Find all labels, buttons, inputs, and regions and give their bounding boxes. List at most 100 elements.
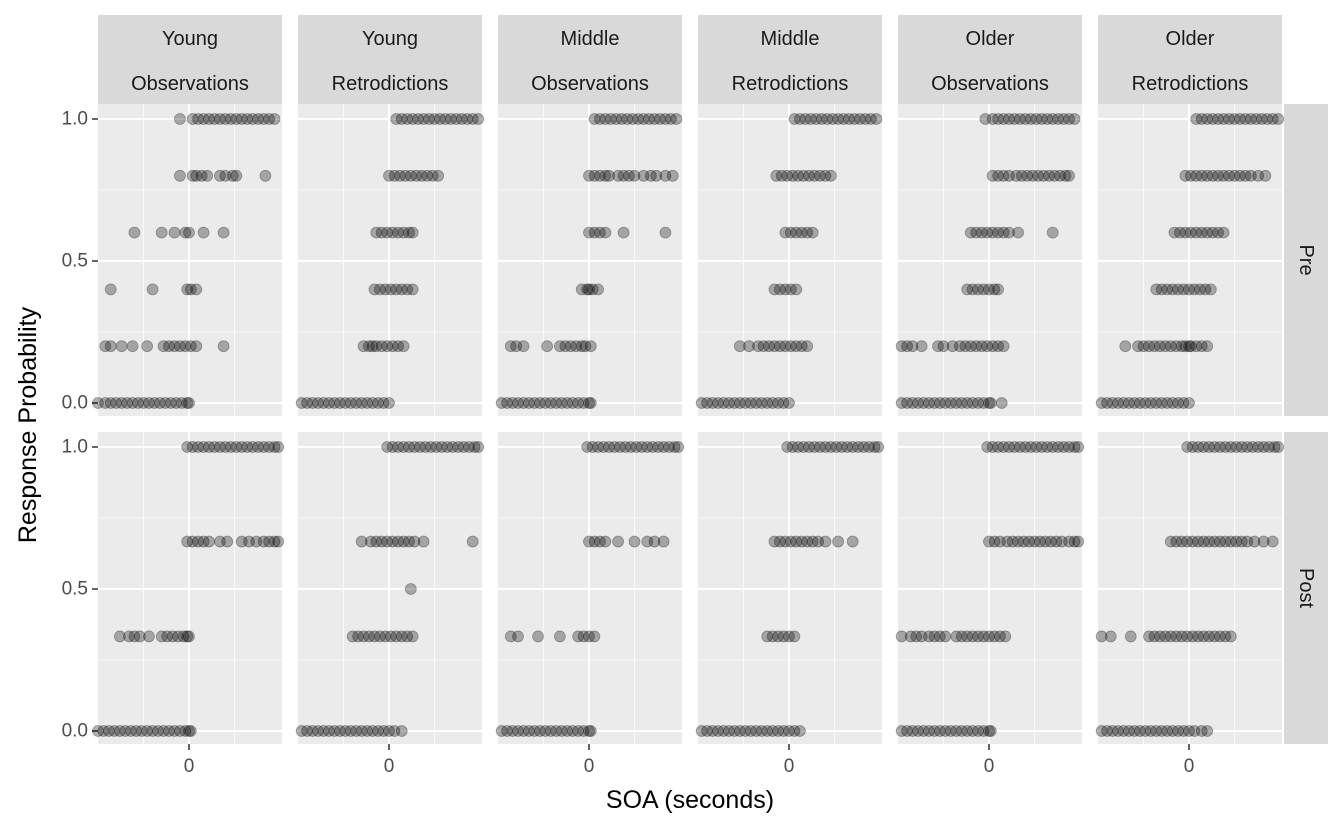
data-point	[333, 725, 346, 737]
data-point	[814, 169, 826, 182]
data-point	[775, 169, 788, 182]
data-point	[728, 725, 741, 737]
data-point	[801, 340, 814, 353]
data-point	[217, 226, 230, 239]
data-point	[586, 441, 599, 453]
data-point	[553, 340, 566, 353]
data-point	[983, 725, 995, 737]
data-point	[1095, 725, 1108, 737]
data-point	[461, 113, 474, 125]
data-point	[183, 226, 195, 239]
data-point	[395, 725, 408, 737]
data-point	[757, 340, 770, 353]
data-point	[750, 397, 763, 409]
data-point	[1137, 340, 1150, 353]
data-point	[1179, 226, 1192, 239]
data-point	[1003, 226, 1015, 239]
column-strip-4: Middle Retrodictions	[698, 15, 882, 104]
data-point	[517, 397, 530, 409]
data-point	[1201, 725, 1214, 737]
data-point	[1155, 725, 1168, 737]
data-point	[615, 113, 628, 125]
data-point	[301, 725, 314, 737]
data-point	[617, 169, 630, 182]
data-point	[997, 441, 1010, 453]
data-point	[179, 725, 192, 737]
y-tick-label: 1.0	[62, 109, 88, 130]
data-point	[1192, 535, 1204, 548]
data-point	[646, 441, 659, 453]
data-point	[115, 340, 128, 353]
strips-layer: YoungObservationsYoungRetrodictionsMiddl…	[98, 15, 1328, 744]
data-point	[1072, 535, 1085, 548]
data-point	[157, 340, 170, 353]
panel-5-pre	[898, 104, 1082, 416]
points-col5-pre	[895, 113, 1081, 409]
data-point	[357, 340, 370, 353]
data-point	[912, 397, 924, 409]
y-tick-label: 1.0	[62, 437, 88, 458]
data-point	[133, 630, 146, 643]
data-point	[801, 226, 814, 239]
data-point	[504, 340, 517, 353]
data-point	[799, 113, 812, 125]
data-point	[1112, 397, 1124, 409]
data-point	[1153, 630, 1166, 643]
data-point	[392, 441, 405, 453]
data-point	[166, 630, 179, 643]
data-point	[790, 340, 803, 353]
strip-label-line2: Retrodictions	[1132, 73, 1249, 95]
data-point	[533, 397, 546, 409]
data-point	[581, 283, 594, 296]
data-point	[186, 169, 199, 182]
data-point	[201, 169, 214, 182]
data-point	[1170, 340, 1183, 353]
data-point	[388, 169, 401, 182]
data-point	[966, 397, 979, 409]
data-point	[517, 725, 530, 737]
data-point	[632, 113, 645, 125]
data-point	[1179, 169, 1192, 182]
data-point	[1183, 397, 1195, 409]
column-strip-2: Young Retrodictions	[298, 15, 482, 104]
data-point	[1008, 113, 1021, 125]
data-point	[1203, 441, 1215, 453]
data-point	[435, 441, 448, 453]
data-point	[992, 283, 1004, 296]
data-point	[970, 340, 983, 353]
data-point	[1133, 397, 1146, 409]
data-point	[566, 397, 579, 409]
data-point	[1219, 535, 1232, 548]
data-point	[594, 113, 606, 125]
data-point	[901, 397, 913, 409]
data-point	[577, 397, 590, 409]
data-point	[412, 113, 425, 125]
data-point	[392, 535, 405, 548]
data-point	[446, 441, 459, 453]
data-point	[555, 725, 568, 737]
data-point	[1183, 725, 1195, 737]
data-point	[550, 725, 563, 737]
data-point	[1234, 113, 1246, 125]
data-point	[1028, 535, 1041, 548]
data-point	[592, 441, 604, 453]
points-col1-pre	[92, 113, 281, 409]
data-point	[295, 397, 308, 409]
data-point	[583, 535, 595, 548]
data-point	[1059, 169, 1072, 182]
data-point	[986, 169, 999, 182]
data-point	[803, 169, 815, 182]
data-point	[383, 169, 395, 182]
data-point	[599, 535, 612, 548]
data-point	[1214, 441, 1226, 453]
data-point	[1266, 535, 1279, 548]
panel-6-pre	[1098, 104, 1282, 416]
data-point	[997, 113, 1010, 125]
data-point	[1241, 441, 1254, 453]
data-point	[772, 725, 784, 737]
data-point	[1234, 169, 1246, 182]
data-point	[1175, 340, 1188, 353]
data-point	[821, 113, 834, 125]
data-point	[797, 169, 810, 182]
data-point	[1014, 113, 1026, 125]
